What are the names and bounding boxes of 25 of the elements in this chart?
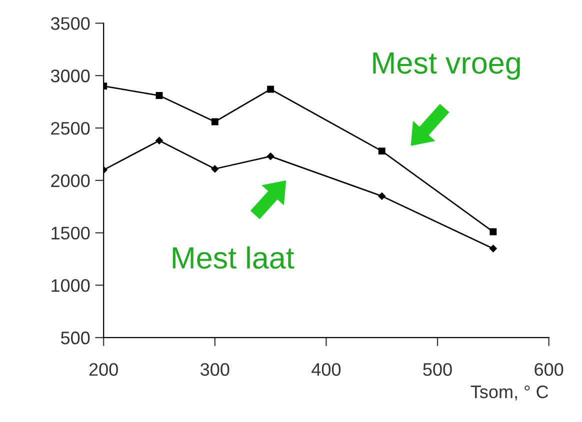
y-tick-label: 2500	[51, 122, 90, 135]
y-tick-label: 1500	[52, 226, 90, 240]
text: Mest laat	[172, 246, 294, 269]
point	[378, 148, 386, 155]
x-tick-label: 600	[534, 363, 564, 376]
point	[267, 86, 274, 93]
x-tick-label: 200	[89, 363, 118, 376]
point	[490, 244, 497, 252]
y-tick-label: 500	[61, 332, 90, 344]
y-tick-label: 1000	[52, 279, 90, 292]
point	[378, 192, 386, 200]
y-tick-label: 3000	[50, 70, 90, 82]
point	[156, 92, 163, 99]
point	[490, 228, 497, 236]
x-tick-label: 500	[423, 363, 452, 376]
y-tick-label: 3500	[50, 17, 90, 30]
x-axis-title: Tsom, ° C	[470, 385, 548, 400]
point	[266, 152, 274, 160]
x-tick-label: 400	[312, 363, 341, 376]
point	[211, 165, 219, 173]
series-label: Mest vroeg	[373, 52, 520, 80]
y-tick-label: 2000	[51, 174, 90, 188]
point	[156, 136, 163, 144]
point	[211, 118, 218, 126]
x-tick-label: 300	[200, 363, 230, 376]
